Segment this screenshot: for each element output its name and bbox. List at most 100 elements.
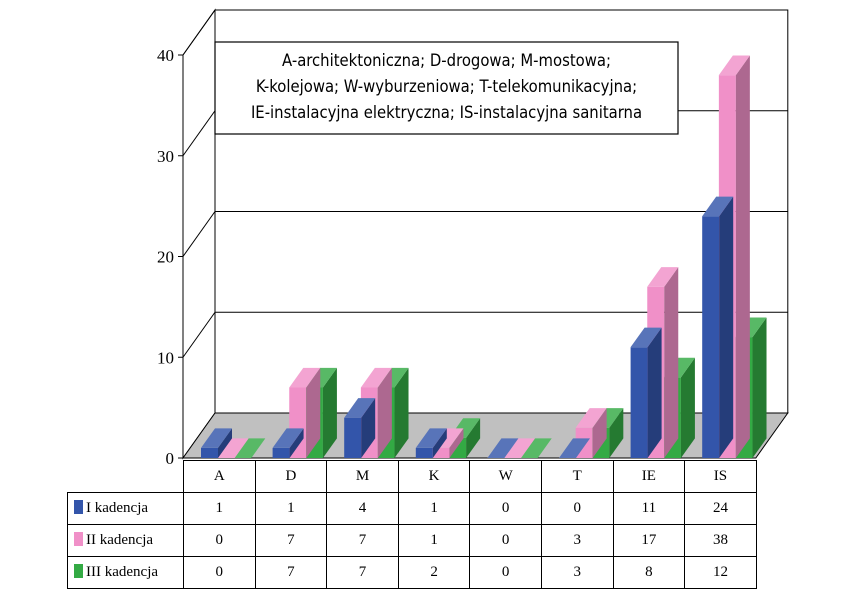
bar-side	[735, 55, 750, 459]
legend-box-line: K-kolejowa; W-wyburzeniowa; T-telekomuni…	[256, 77, 637, 96]
bars	[201, 55, 767, 459]
table-cell: 3	[540, 524, 614, 557]
bar-i-kadencja-d	[272, 428, 304, 458]
category-label-w: W	[469, 460, 542, 493]
bar-front	[415, 447, 433, 458]
table-row: I kadencja 1 1 4 1 0 0 11 24	[67, 492, 757, 525]
y-axis: 0 10 20 30 40	[157, 46, 184, 468]
bar-front	[630, 347, 648, 458]
bar-iii-kadencja-w	[520, 438, 552, 458]
table-cell: 2	[397, 556, 471, 589]
bar-i-kadencja-ie	[630, 327, 662, 458]
table-cell: 7	[326, 524, 399, 557]
bar-side	[680, 357, 695, 458]
bar-side	[449, 428, 464, 458]
bar-side	[664, 267, 679, 458]
bar-front	[432, 447, 450, 458]
y-tick-label: 20	[157, 248, 174, 267]
table-cell: 3	[540, 556, 614, 589]
bar-side	[218, 428, 232, 458]
table-row: II kadencja 0 7 7 1 0 3 17 38	[67, 524, 757, 557]
bar-side	[752, 317, 767, 458]
series-label: I kadencja	[67, 492, 184, 525]
table-cell: 38	[684, 524, 757, 557]
bar-side	[719, 196, 734, 458]
table-cell: 0	[469, 524, 542, 557]
series-swatch	[74, 500, 83, 514]
bar-top	[647, 267, 679, 287]
bar-i-kadencja-t	[559, 438, 590, 458]
bar-side	[377, 367, 392, 458]
bar-top	[702, 196, 734, 217]
bar-top	[360, 367, 392, 388]
bar-i-kadencja-is	[702, 196, 734, 458]
table-cell: 4	[326, 492, 399, 525]
category-label-t: T	[540, 460, 614, 493]
table-corner	[68, 461, 184, 493]
table-cell: 0	[183, 524, 256, 557]
bar-side	[394, 367, 409, 458]
bar-i-kadencja-w	[487, 438, 519, 458]
series-name: I kadencja	[86, 500, 149, 516]
bar-top	[718, 55, 750, 76]
bar-side	[466, 418, 481, 458]
gridline-side	[182, 110, 216, 157]
table-cell: 7	[254, 556, 328, 589]
table-cell: 1	[254, 492, 328, 525]
table-cell: 12	[684, 556, 757, 589]
gridline-side	[182, 311, 216, 358]
bar-side	[432, 428, 447, 458]
bar-top	[559, 438, 590, 458]
legend-box-line: A-architektoniczna; D-drogowa; M-mostowa…	[282, 51, 611, 70]
bar-front	[272, 447, 290, 458]
table-row: III kadencja 0 7 7 2 0 3 8 12	[67, 556, 757, 589]
table-cell: 24	[684, 492, 757, 525]
y-tick-label: 30	[157, 147, 174, 166]
category-legend-box: A-architektoniczna; D-drogowa; M-mostowa…	[214, 41, 679, 135]
table-cell: 0	[183, 556, 256, 589]
bar-side	[647, 327, 662, 458]
bar-top	[201, 428, 232, 448]
table-cell: 1	[183, 492, 256, 525]
series-label: III kadencja	[67, 556, 184, 589]
bar-top	[504, 438, 536, 458]
bar-ii-kadencja-a	[217, 438, 249, 458]
bar-iii-kadencja-a	[234, 438, 266, 458]
table-cell: 1	[397, 492, 471, 525]
bar-top	[289, 367, 321, 388]
bar-ii-kadencja-w	[504, 438, 536, 458]
bar-top	[575, 408, 607, 428]
table-cell: 1	[397, 524, 471, 557]
bar-top	[630, 327, 662, 348]
table-cell: 0	[469, 492, 542, 525]
y-tick-label: 0	[166, 449, 175, 468]
bar-side	[592, 408, 607, 458]
bar-front	[344, 417, 362, 458]
bar-front	[702, 216, 720, 458]
bar-side	[361, 398, 376, 458]
category-label-k: K	[397, 460, 471, 493]
legend-box-line: IE-instalacyjna elektryczna; IS-instalac…	[251, 103, 642, 122]
table-cell: 8	[612, 556, 686, 589]
bar-top	[217, 438, 249, 458]
table-cell: 7	[326, 556, 399, 589]
category-label-a: A	[183, 460, 256, 493]
series-label: II kadencja	[67, 524, 184, 557]
y-tick-label: 40	[157, 46, 174, 65]
category-label-ie: IE	[612, 460, 686, 493]
bar-i-kadencja-k	[415, 428, 447, 458]
legend-box-frame	[214, 41, 679, 135]
category-label-is: IS	[684, 460, 757, 493]
series-swatch	[74, 532, 83, 546]
bar-top	[415, 428, 447, 448]
bar-top	[520, 438, 552, 458]
category-label-d: D	[254, 460, 328, 493]
data-table: A D M K W T IE IS I kadencja 1 1 4 1 0 0 11 24 II kadencj…	[67, 460, 757, 589]
bar-side	[322, 367, 337, 458]
bar-top	[344, 398, 376, 418]
bar-top	[487, 438, 519, 458]
table-cell: 11	[612, 492, 686, 525]
series-swatch	[74, 564, 83, 578]
table-header-row: A D M K W T IE IS	[68, 460, 757, 493]
